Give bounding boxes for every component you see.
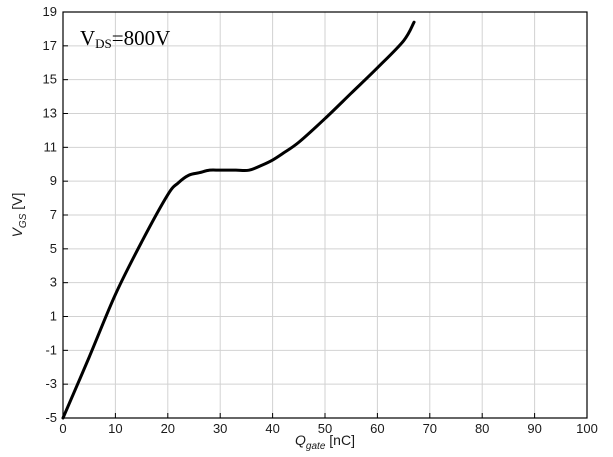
y-tick-label: 17: [43, 38, 57, 53]
x-tick-label: 90: [527, 421, 541, 436]
x-tick-label: 20: [161, 421, 175, 436]
x-tick-label: 0: [59, 421, 66, 436]
vds-annotation-main: V: [80, 26, 95, 50]
x-tick-label: 50: [318, 421, 332, 436]
y-tick-label: 3: [50, 275, 57, 290]
vds-annotation-sub: DS: [95, 36, 112, 51]
x-tick-label: 70: [423, 421, 437, 436]
y-tick-label: -5: [45, 410, 57, 425]
x-axis-label-unit: [nC]: [325, 432, 355, 448]
x-axis-label: Qgate [nC]: [295, 432, 355, 452]
y-tick-label: -3: [45, 376, 57, 391]
x-axis-label-main: Q: [295, 432, 306, 448]
x-axis-label-sub: gate: [306, 441, 326, 452]
vds-annotation-rest: =800V: [112, 26, 171, 50]
y-tick-label: 11: [44, 139, 58, 154]
vgs-curve: [61, 20, 416, 420]
y-tick-label: 7: [50, 207, 57, 222]
x-tick-label: 60: [370, 421, 384, 436]
x-tick-label: 30: [213, 421, 227, 436]
plot-frame: [62, 11, 588, 419]
y-tick-label: 15: [43, 72, 57, 87]
y-tick-label: 1: [50, 309, 57, 324]
y-tick-label: 9: [50, 173, 57, 188]
x-tick-labels: 0 10 20 30 40 50 60 70 80 90 100: [59, 421, 597, 436]
y-axis-label: VGS [V]: [9, 193, 29, 238]
y-axis-label-sub: GS: [18, 213, 29, 228]
x-tick-label: 80: [475, 421, 489, 436]
y-tick-label: 19: [43, 4, 57, 19]
grid: [62, 11, 588, 419]
y-tick-label: 13: [43, 106, 57, 121]
y-axis-label-main: V: [9, 226, 25, 237]
x-tick-label: 40: [265, 421, 279, 436]
y-axis-label-unit: [V]: [9, 193, 25, 214]
x-tick-label: 100: [576, 421, 598, 436]
x-tick-label: 10: [108, 421, 122, 436]
y-tick-label: -1: [45, 342, 57, 357]
y-tick-label: 5: [50, 241, 57, 256]
vds-annotation: VDS=800V: [80, 26, 170, 51]
